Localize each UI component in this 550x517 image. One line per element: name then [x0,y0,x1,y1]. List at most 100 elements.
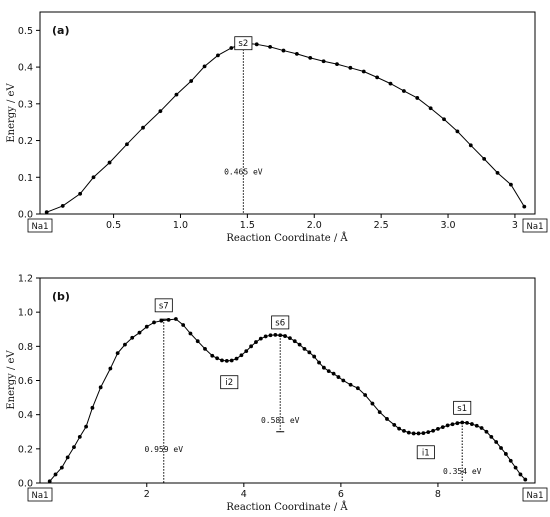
data-point [312,354,317,359]
x-tick-label: 4 [241,489,247,500]
barrier-group-a: 0.465 eV [224,42,263,215]
data-point [258,336,263,341]
data-point [484,429,489,434]
data-point [44,210,49,215]
endpoint-labels-a: Na1 Na1 [27,218,548,233]
site-label-box [271,315,290,330]
data-point [115,351,120,356]
site-label: s1 [453,400,472,415]
x-tick-label: 1.0 [173,220,188,231]
x-tick-label: 8 [435,489,441,500]
y-tick-label: 0.2 [18,136,33,147]
data-point [321,59,326,64]
data-point [331,371,336,376]
data-point [406,430,411,435]
site-label: s2 [234,36,253,51]
data-point [503,452,508,456]
data-point [411,431,416,436]
data-point [494,440,499,444]
data-point [130,335,135,340]
data-point [499,446,503,450]
y-axis-label-b: Energy / eV [6,350,17,410]
x-tick-label: 2 [144,489,150,500]
data-point [137,330,142,335]
data-point [123,342,127,347]
data-point [174,92,179,97]
x-axis-label-a: Reaction Coordinate / Å [226,232,348,244]
data-point [91,175,96,180]
endpoint-label: Na1 [27,487,53,502]
data-point [321,365,326,370]
data-point [152,320,156,325]
data-point [125,142,129,147]
data-point [307,350,312,355]
data-point [268,44,273,49]
data-point [108,366,113,371]
x-tick-label: 3 [512,220,518,231]
endpoint-label-text: Na1 [527,222,544,232]
data-point [385,417,389,421]
data-point [431,428,435,433]
data-point [195,339,200,344]
endpoint-label-box [27,218,53,233]
data-point [210,353,215,358]
x-tick-label: 2.5 [374,220,389,231]
data-point [361,69,366,74]
endpoint-label: Na1 [522,218,548,233]
chart-panel-b: (b) Energy / eV Reaction Coordinate / Å … [6,274,548,513]
endpoint-label-box [27,487,53,502]
y-axis-label-a: Energy / eV [6,83,17,143]
site-label: s7 [154,298,173,313]
data-point [47,479,52,484]
site-label-box [416,445,435,460]
data-points-b [47,317,528,484]
data-point [468,143,473,148]
data-point [60,204,65,208]
energy-curve-b [49,318,526,482]
y-tick-label: 0.4 [18,63,33,74]
site-label-text: s6 [275,318,285,328]
data-point [370,401,375,406]
data-point [144,324,149,329]
data-point [278,333,283,338]
data-point [402,428,406,433]
data-point [363,393,368,397]
data-point [375,75,380,80]
data-point [436,426,440,431]
data-point [523,477,528,482]
site-label-text: s7 [159,301,169,311]
data-point [229,46,234,50]
data-point [203,346,207,351]
data-point [522,204,527,209]
data-point [455,129,460,134]
y-tick-label: 0.0 [18,479,33,490]
data-point [355,386,360,391]
data-point [392,423,397,427]
data-point [59,465,64,470]
site-label: s6 [271,315,290,330]
data-point [415,96,420,100]
x-axis-label-b: Reaction Coordinate / Å [226,501,348,513]
data-point [77,434,82,439]
plot-frame-b [39,277,536,484]
data-point [348,382,353,387]
data-point [377,410,382,415]
data-point [302,346,307,351]
endpoint-label-text: Na1 [32,222,49,232]
data-point [335,62,339,67]
energy-curve-a [46,42,525,213]
data-point [336,375,341,379]
site-label-text: s1 [457,404,467,414]
data-point [326,369,331,374]
endpoint-label-box [522,487,548,502]
data-point [421,431,426,436]
y-tick-label: 0.4 [18,410,33,421]
data-point [90,405,95,410]
data-point [294,51,299,56]
x-tick-label: 6 [338,489,344,500]
data-point [254,42,259,47]
endpoint-label: Na1 [27,218,53,233]
chart-panel-a: (a) Energy / eV Reaction Coordinate / Å … [6,11,548,244]
data-point [244,349,249,354]
data-point [173,317,178,321]
